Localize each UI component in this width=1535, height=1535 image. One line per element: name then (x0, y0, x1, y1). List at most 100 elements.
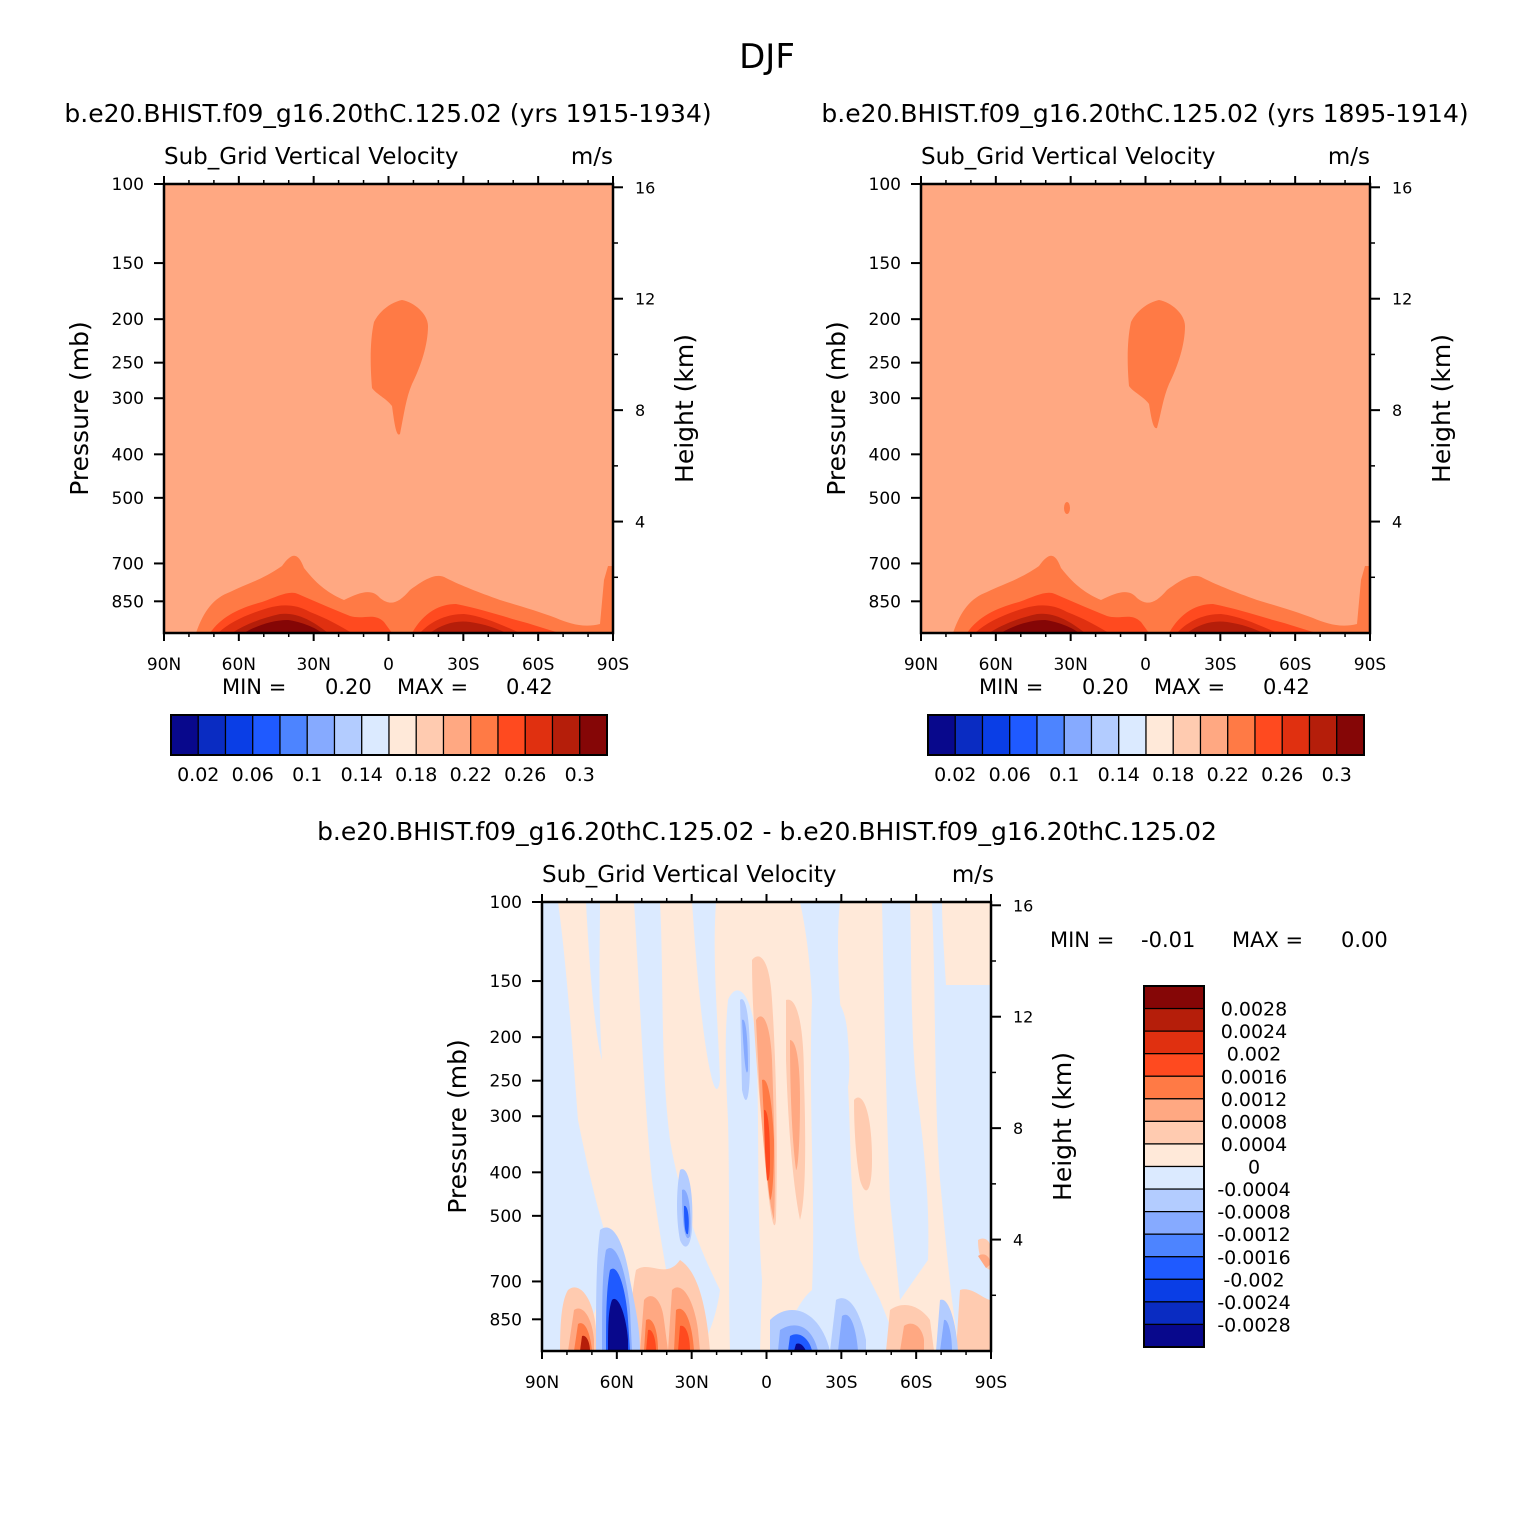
panel-3-colorbar-label: 0.0012 (1221, 1089, 1287, 1111)
panel-2-colorbar-box (1199, 714, 1229, 756)
panel-2-colorbar-box (1145, 714, 1174, 756)
panel-3-y2tick-label: 8 (1013, 1119, 1023, 1138)
panel-3-colorbar-box (1143, 1075, 1205, 1100)
panel-1-ytick-label: 400 (112, 445, 144, 465)
panel-3-colorbar-label: 0.0016 (1221, 1066, 1287, 1088)
panel-2: b.e20.BHIST.f09_g16.20thC.125.02 (yrs 18… (821, 99, 1468, 786)
panel-1-title: Sub_Grid Vertical Velocity (164, 144, 459, 170)
panel-1-ytick-label: 150 (112, 254, 144, 274)
panel-3-max-label: MAX = (1232, 928, 1303, 952)
panel-2-xtick-label: 60S (1279, 655, 1311, 675)
panel-1-xtick-label: 30S (447, 655, 479, 675)
panel-3-xtick-label: 60N (600, 1373, 634, 1393)
panel-1-y2tick-label: 16 (635, 178, 655, 197)
panel-2-colorbar-box (1090, 714, 1120, 756)
panel-2-colorbar-box (1118, 714, 1147, 756)
panel-2-colorbar-label: 0.22 (1207, 764, 1249, 786)
panel-3-min-label: MIN = (1050, 928, 1114, 952)
panel-2-y2tick-label: 16 (1392, 178, 1412, 197)
panel-3-ytick-label: 700 (490, 1272, 522, 1292)
panel-1-max-label: MAX = (397, 675, 468, 699)
panel-3-colorbar-label: -0.0004 (1217, 1179, 1290, 1201)
panel-2-colorbar-box (1036, 714, 1065, 756)
panel-1-colorbar-box (388, 714, 417, 756)
panel-1-colorbar-frame (170, 714, 608, 756)
panel-1-y2tick-label: 12 (635, 290, 655, 309)
panel-2-axes: 90N 60N 30N 0 30S 60S 90S 100 150 200 250 300 400 500… (822, 175, 1456, 675)
panel-2-xtick-label: 90N (904, 655, 938, 675)
panel-1-y2tick-label: 4 (635, 513, 645, 532)
panel-2-colorbar-box (1308, 714, 1338, 756)
panel-2-units: m/s (1328, 144, 1370, 170)
panel-1-ytick-label: 850 (112, 592, 144, 612)
panel-2-colorbar-label: 0.18 (1152, 764, 1194, 786)
panel-2-xtick-label: 30N (1053, 655, 1087, 675)
panel-2-case-title: b.e20.BHIST.f09_g16.20thC.125.02 (yrs 18… (821, 99, 1468, 128)
panel-2-colorbar-label: 0.1 (1049, 764, 1079, 786)
panel-2-ytick-label: 250 (869, 354, 901, 374)
panel-2-colorbar-box (1009, 714, 1038, 756)
panel-1-ytick-label: 100 (112, 175, 144, 195)
panel-2-ytick-label: 100 (869, 175, 901, 195)
panel-1-colorbar-label: 0.18 (395, 764, 437, 786)
panel-2-colorbar-label: 0.26 (1261, 764, 1303, 786)
panel-2-ytick-label: 500 (869, 489, 901, 509)
panel-2-min-value: 0.20 (1082, 675, 1129, 699)
panel-1-ytick-label: 250 (112, 354, 144, 374)
panel-3-ytick-label: 850 (490, 1310, 522, 1330)
panel-3-colorbar-label: -0.0028 (1217, 1314, 1290, 1336)
panel-2-colorbar-box (1172, 714, 1202, 756)
panel-1-axes: 90N 60N 30N 0 30S 60S 90S 100 150 200 250 300 400 500… (65, 175, 699, 675)
panel-1-min-value: 0.20 (325, 675, 372, 699)
panel-3-ytick-label: 400 (490, 1163, 522, 1183)
panel-3-y2label: Height (km) (1048, 1052, 1077, 1201)
panel-3-title: Sub_Grid Vertical Velocity (542, 862, 837, 888)
panel-1-colorbar-box (306, 714, 336, 756)
panel-3-colorbar-label: 0.0024 (1221, 1021, 1287, 1043)
panel-1-ytick-label: 300 (112, 389, 144, 409)
panel-2-colorbar-box (1281, 714, 1311, 756)
panel-3-colorbar-box (1143, 1323, 1205, 1348)
panel-2-colorbar-label: 0.06 (989, 764, 1031, 786)
panel-2-colorbar-box (1336, 714, 1365, 756)
panel-3-colorbar-label: 0 (1248, 1157, 1260, 1179)
panel-1-xtick-label: 60S (522, 655, 554, 675)
panel-2-upper-blob (1127, 300, 1185, 429)
panel-2-colorbar-box (954, 714, 984, 756)
panel-3-colorbar-box (1143, 1278, 1205, 1303)
panel-2-y2tick-label: 8 (1392, 401, 1402, 420)
panel-3: b.e20.BHIST.f09_g16.20thC.125.02 - b.e20… (317, 817, 1388, 1393)
panel-2-xtick-label: 60N (979, 655, 1013, 675)
panel-2-title: Sub_Grid Vertical Velocity (921, 144, 1216, 170)
panel-1-xtick-label: 0 (383, 655, 394, 675)
panel-3-colorbar-box (1143, 1053, 1205, 1077)
panel-2-xtick-label: 30S (1204, 655, 1236, 675)
panel-3-colorbar-box (1143, 1188, 1205, 1213)
panel-1-colorbar-box (497, 714, 526, 756)
panel-3-colorbar-label: 0.0004 (1221, 1134, 1287, 1156)
panel-2-colorbar-label: 0.02 (934, 764, 976, 786)
panel-3-colorbar-box (1143, 1233, 1205, 1258)
panel-1-xtick-label: 30N (296, 655, 330, 675)
panel-1-y2label: Height (km) (670, 334, 699, 483)
panel-2-y2label: Height (km) (1427, 334, 1456, 483)
panel-2-ytick-label: 850 (869, 592, 901, 612)
panel-3-axes: 90N 60N 30N 0 30S 60S 90S 100 150 200 250 300 400 500… (443, 893, 1077, 1393)
panel-3-ytick-label: 500 (490, 1207, 522, 1227)
panel-2-background (921, 184, 1370, 633)
panel-3-xtick-label: 60S (900, 1373, 932, 1393)
panel-2-colorbar-box (927, 714, 956, 756)
panel-2-colorbar-box (981, 714, 1011, 756)
panel-3-colorbar-label: -0.0024 (1217, 1292, 1290, 1314)
panel-2-colorbar-box (1227, 714, 1256, 756)
panel-3-colorbar-box (1143, 1030, 1205, 1055)
panel-1-colorbar-box (252, 714, 281, 756)
panel-1-colorbar: 0.02 0.06 0.1 0.14 0.18 0.22 0.26 0.3 (170, 714, 608, 786)
panel-3-ytick-label: 250 (490, 1072, 522, 1092)
panel-3-ylabel: Pressure (mb) (443, 1039, 472, 1213)
panel-3-colorbar-label: -0.0016 (1217, 1247, 1290, 1269)
panel-3-colorbar-box (1143, 1120, 1205, 1145)
panel-1-colorbar-label: 0.22 (450, 764, 492, 786)
panel-1-colorbar-box (224, 714, 254, 756)
